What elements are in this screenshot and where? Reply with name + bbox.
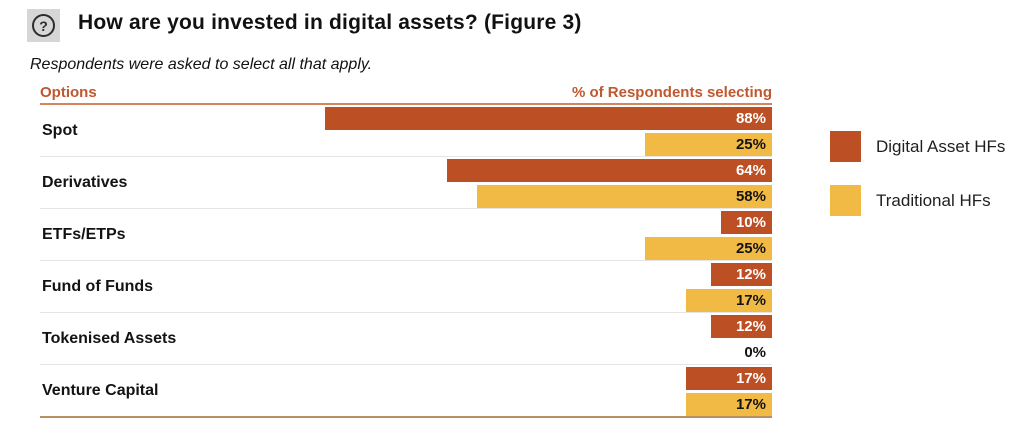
category-label: Fund of Funds [42,277,154,295]
legend-entry-digital: Digital Asset HFs [830,131,1005,162]
bar-line: 25% [645,237,772,260]
bar-line: 10% [721,211,772,234]
column-headers: Options % of Respondents selecting [40,84,772,105]
bar-value-label: 0% [744,344,766,361]
chart-subtitle: Respondents were asked to select all tha… [30,56,373,73]
digital-asset-hfs-bar: 12% [711,315,772,338]
table-row: ETFs/ETPs 10% 25% [40,209,772,261]
traditional-hfs-bar: 58% [477,185,772,208]
table-row: Spot 88% 25% [40,105,772,157]
table-row: Tokenised Assets 12% 0% [40,313,772,365]
legend-label: Traditional HFs [876,190,991,210]
bar-group: 12% 17% [686,263,772,312]
bar-value-label: 25% [735,240,766,257]
bar-line: 58% [477,185,772,208]
bar-line: 88% [325,107,772,130]
bar-line: 12% [711,315,772,338]
chart-rows: Spot 88% 25% Derivatives 64% 58% ETFs/ETPs 10% 2… [40,105,772,418]
bar-value-label: 12% [735,318,766,335]
bar-value-label: 17% [735,292,766,309]
legend-entry-traditional: Traditional HFs [830,185,1005,216]
bar-line: 0% [744,341,772,364]
chart-legend: Digital Asset HFs Traditional HFs [830,131,1005,216]
bar-group: 88% 25% [325,107,772,156]
bar-chart: Options % of Respondents selecting Spot 8… [40,84,772,418]
bar-group: 12% 0% [711,315,772,364]
bar-value-label: 64% [735,162,766,179]
digital-asset-hfs-bar: 17% [686,367,772,390]
digital-asset-hfs-bar: 64% [447,159,772,182]
question-mark-glyph: ? [32,14,55,37]
category-label: Derivatives [42,173,128,191]
page-title: How are you invested in digital assets? … [78,11,582,34]
category-label: ETFs/ETPs [42,225,126,243]
traditional-hfs-bar: 25% [645,237,772,260]
table-row: Venture Capital 17% 17% [40,365,772,416]
bar-line: 17% [686,393,772,416]
bar-group: 10% 25% [645,211,772,260]
category-label: Tokenised Assets [42,329,177,347]
bar-value-label: 12% [735,266,766,283]
digital-asset-hfs-bar: 10% [721,211,772,234]
category-label: Spot [42,121,78,139]
bar-line: 12% [711,263,772,286]
bar-value-label: 10% [735,214,766,231]
bar-value-label: 17% [735,396,766,413]
bar-value-label: 58% [735,188,766,205]
bar-line: 17% [686,289,772,312]
digital-asset-hfs-swatch [830,131,861,162]
value-column-header: % of Respondents selecting [571,84,772,101]
bar-value-label: 25% [735,136,766,153]
bar-group: 17% 17% [686,367,772,416]
question-mark-icon: ? [27,9,60,42]
bar-line: 64% [447,159,772,182]
digital-asset-hfs-bar: 12% [711,263,772,286]
category-label: Venture Capital [42,381,159,399]
traditional-hfs-bar: 25% [645,133,772,156]
bar-group: 64% 58% [447,159,772,208]
traditional-hfs-bar: 17% [686,393,772,416]
traditional-hfs-bar: 17% [686,289,772,312]
legend-label: Digital Asset HFs [876,136,1006,156]
options-column-header: Options [40,84,97,101]
table-row: Derivatives 64% 58% [40,157,772,209]
traditional-hfs-swatch [830,185,861,216]
digital-asset-hfs-bar: 88% [325,107,772,130]
table-row: Fund of Funds 12% 17% [40,261,772,313]
bar-line: 25% [645,133,772,156]
bar-value-label: 88% [735,110,766,127]
bar-line: 17% [686,367,772,390]
bar-value-label: 17% [735,370,766,387]
